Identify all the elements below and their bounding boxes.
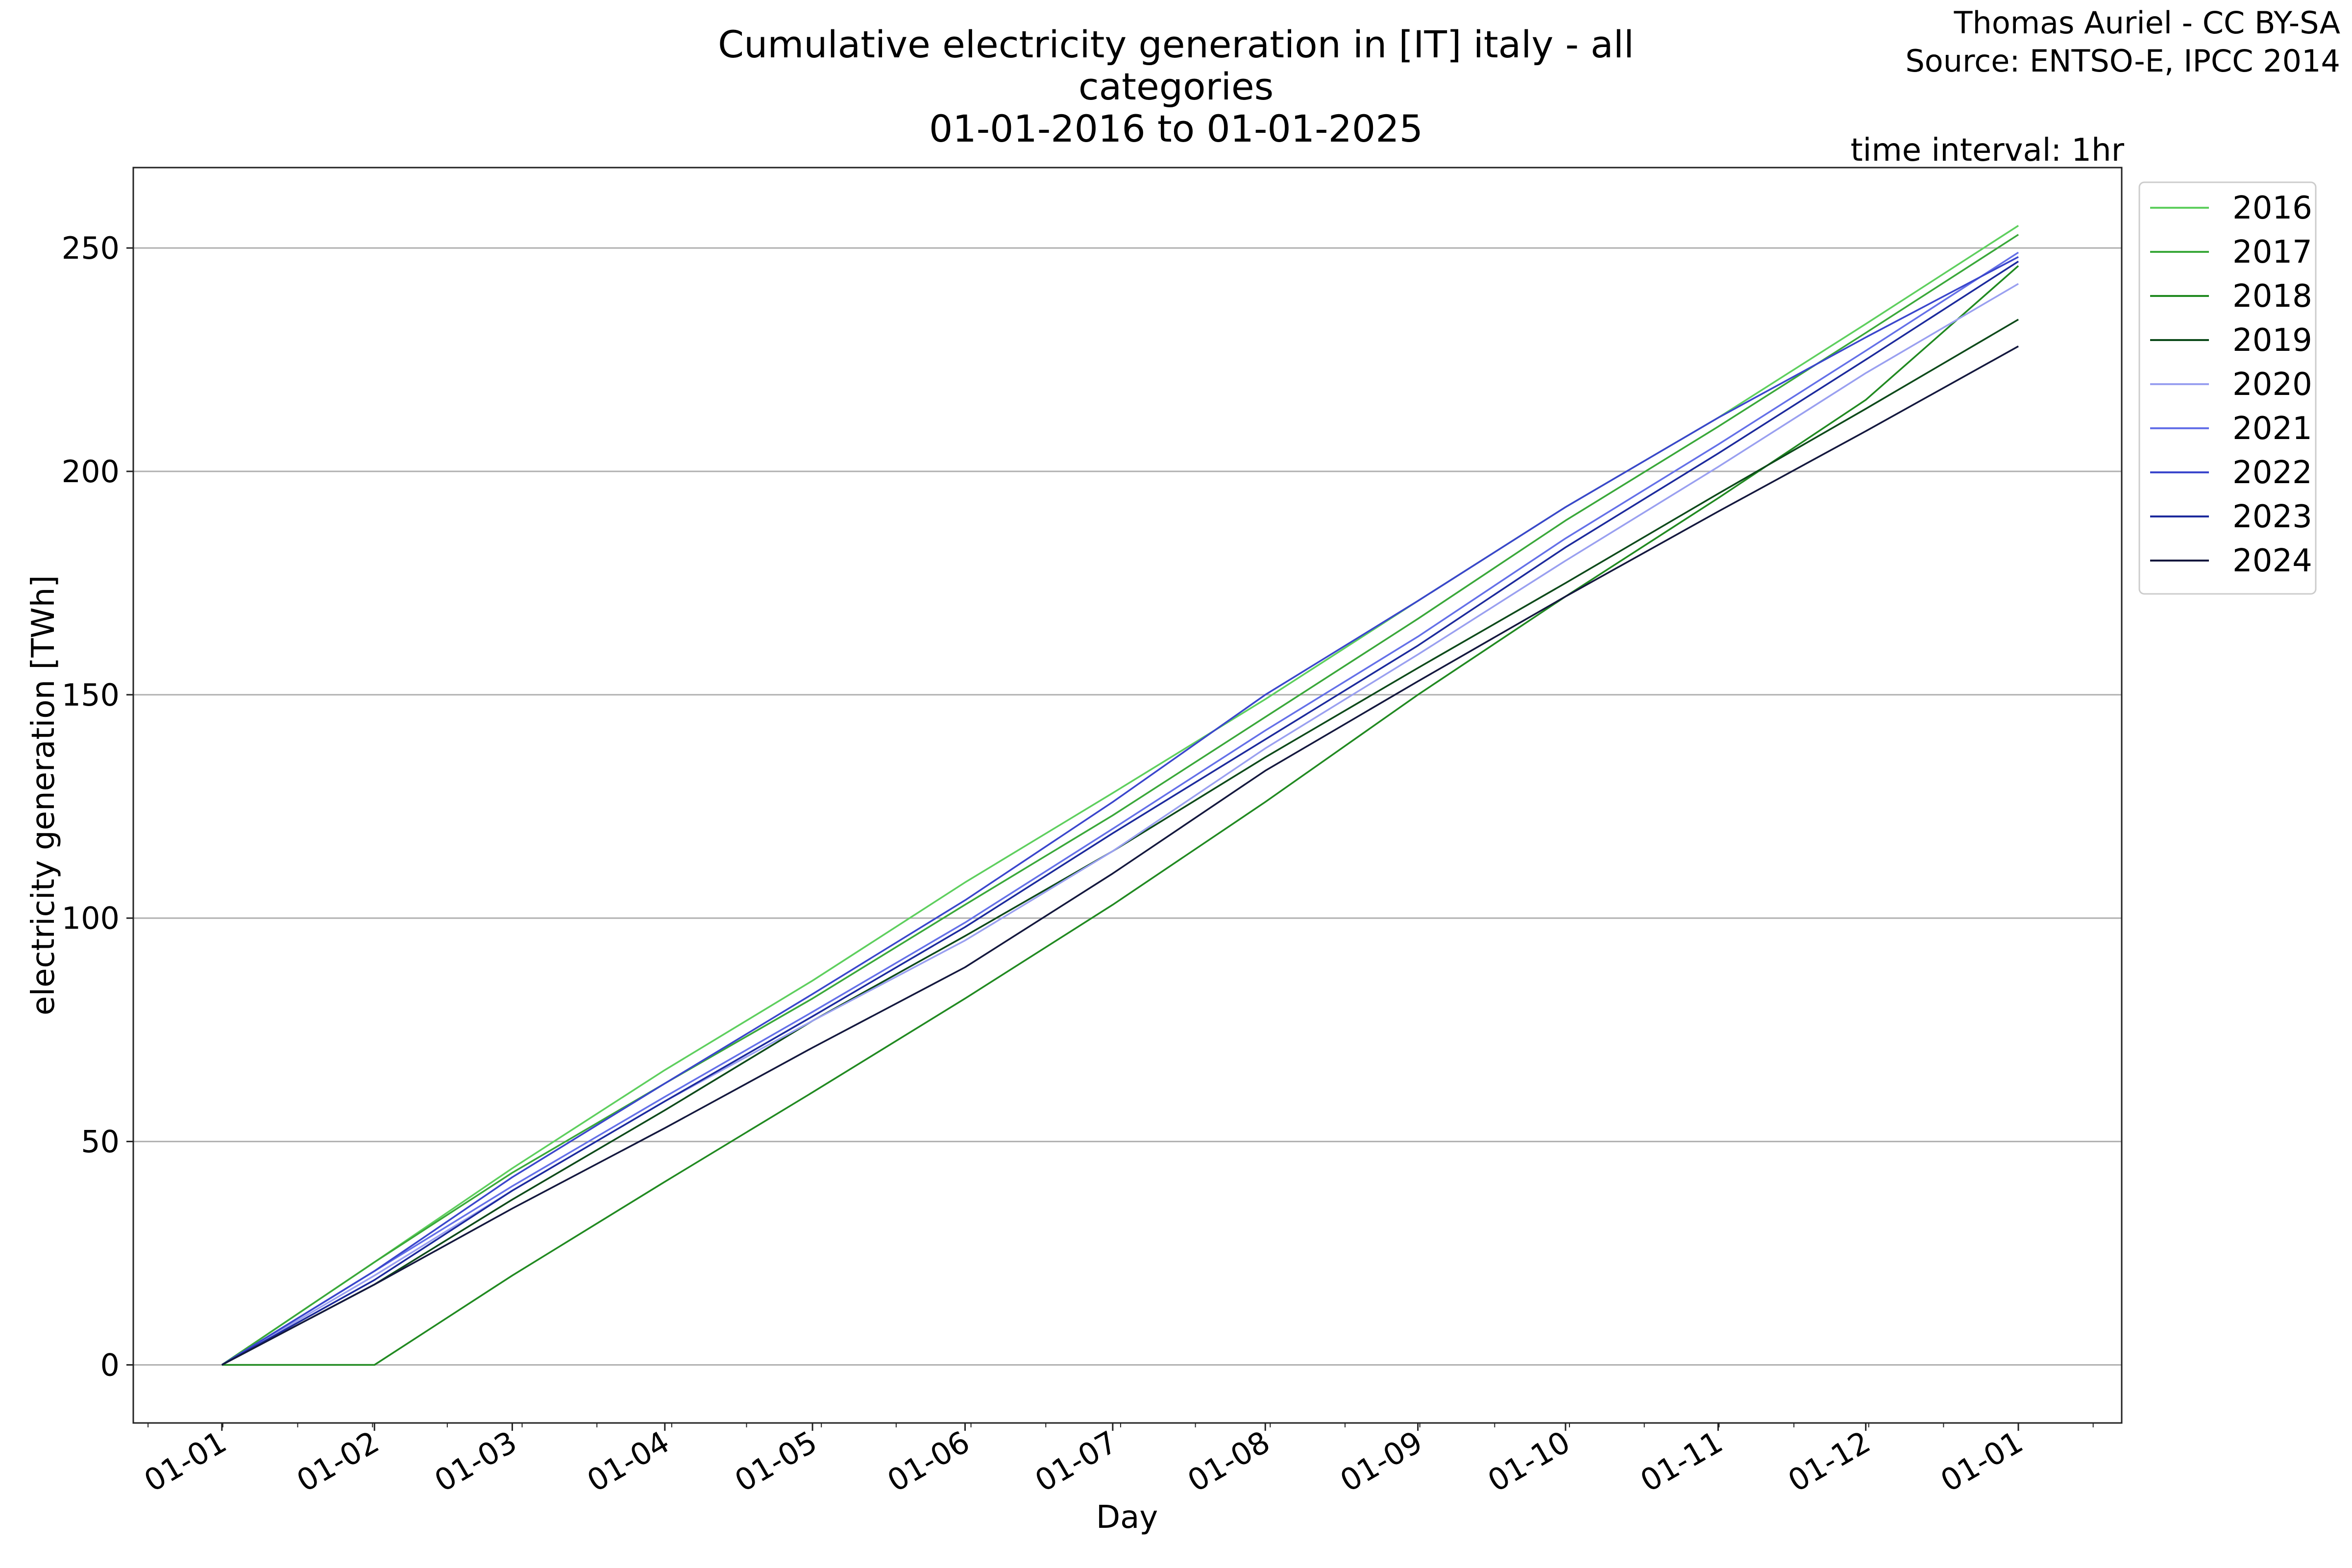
legend-label: 2019 — [2232, 322, 2312, 359]
time-interval-label: time interval: 1hr — [1850, 132, 2124, 169]
credit-author: Thomas Auriel - CC BY-SA — [1954, 5, 2340, 41]
x-tick-label: 01-08 — [1181, 1424, 1276, 1499]
series-line-2019 — [221, 318, 2019, 1366]
x-tick-label: 01-10 — [1482, 1424, 1576, 1499]
legend-label: 2017 — [2232, 234, 2312, 270]
x-tick-label: 01-05 — [729, 1424, 823, 1499]
legend-label: 2018 — [2232, 278, 2312, 315]
series-line-2022 — [221, 256, 2019, 1366]
legend-label: 2016 — [2232, 190, 2312, 226]
legend: 2016 2017 2018 2019 2020 2021 2022 2023 2024 — [2138, 181, 2317, 595]
chart-subtitle: 01-01-2016 to 01-01-2025 — [929, 107, 1423, 150]
credit-source: Source: ENTSO-E, IPCC 2014 — [1905, 43, 2340, 79]
series-line-2018 — [221, 265, 2019, 1366]
series-line-2017 — [221, 234, 2019, 1366]
x-tick-label: 01-11 — [1634, 1424, 1729, 1499]
y-tick-label: 200 — [62, 454, 120, 490]
x-tick-label: 01-02 — [291, 1424, 385, 1499]
x-tick-label: 01-01 — [138, 1424, 233, 1499]
plot-frame — [132, 167, 2123, 1424]
x-tick-label: 01-09 — [1334, 1424, 1429, 1499]
x-tick-label: 01-01 — [1935, 1424, 2029, 1499]
legend-label: 2024 — [2232, 543, 2312, 579]
legend-label: 2020 — [2232, 367, 2312, 403]
chart-title: Cumulative electricity generation in [IT… — [637, 24, 1715, 150]
legend-label: 2022 — [2232, 455, 2312, 491]
legend-label: 2023 — [2232, 499, 2312, 535]
y-axis-ticks: 0 50 100 150 200 250 — [62, 230, 133, 1383]
x-axis-label: Day — [1096, 1499, 1158, 1536]
series-line-2021 — [221, 251, 2019, 1366]
y-tick-label: 50 — [81, 1124, 120, 1160]
x-tick-label: 01-06 — [881, 1424, 976, 1499]
chart-title-line: Cumulative electricity generation in [IT… — [718, 23, 1634, 108]
x-axis-ticks: 01-01 01-02 01-03 01-04 01-05 01-06 01-07 01-08… — [138, 1423, 2094, 1499]
x-tick-label: 01-12 — [1782, 1424, 1877, 1499]
x-tick-label: 01-03 — [428, 1424, 523, 1499]
x-tick-label: 01-04 — [581, 1424, 676, 1499]
series-line-2024 — [221, 345, 2019, 1366]
legend-label: 2021 — [2232, 411, 2312, 447]
credit-block: Thomas Auriel - CC BY-SA Source: ENTSO-E… — [1905, 4, 2340, 80]
y-tick-label: 100 — [62, 901, 120, 936]
y-axis-label: electricity generation [TWh] — [25, 575, 62, 1015]
legend-box — [2138, 181, 2317, 595]
y-tick-label: 150 — [62, 677, 120, 713]
x-tick-label: 01-07 — [1029, 1424, 1124, 1499]
series-lines — [221, 225, 2019, 1366]
series-line-2016 — [221, 225, 2019, 1366]
y-tick-label: 250 — [62, 230, 120, 266]
series-line-2023 — [221, 261, 2019, 1366]
y-tick-label: 0 — [100, 1347, 120, 1383]
